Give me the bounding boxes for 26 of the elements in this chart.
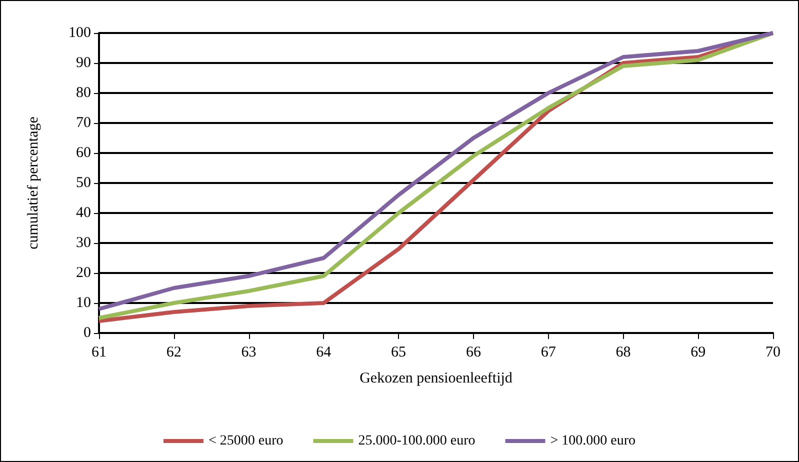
y-tick-label: 50	[76, 175, 91, 191]
x-tick-label: 64	[316, 344, 332, 360]
x-tick-label: 67	[540, 344, 556, 360]
legend-label: 25.000-100.000 euro	[358, 434, 476, 448]
y-tick-label: 100	[68, 25, 91, 41]
x-tick-label: 65	[391, 344, 406, 360]
y-tick-label: 20	[76, 265, 91, 281]
x-tick-label: 61	[92, 344, 106, 360]
x-tick-label: 69	[690, 344, 706, 360]
legend-label: < 25000 euro	[208, 434, 284, 448]
y-tick-label: 60	[76, 145, 91, 161]
y-tick-label: 40	[76, 205, 91, 221]
legend-label: > 100.000 euro	[550, 434, 636, 448]
x-axis-title: Gekozen pensioenleeftijd	[360, 370, 513, 386]
x-tick-label: 68	[616, 344, 631, 360]
y-tick-label: 0	[84, 325, 91, 341]
x-tick-label: 66	[466, 344, 482, 360]
x-tick-label: 70	[766, 344, 780, 360]
y-axis-title: cumulatief percentage	[26, 116, 42, 250]
x-tick-label: 62	[166, 344, 182, 360]
y-tick-label: 10	[76, 295, 91, 311]
y-tick-label: 90	[76, 55, 91, 71]
y-tick-label: 30	[76, 235, 91, 251]
x-tick-label: 63	[241, 344, 256, 360]
y-tick-label: 80	[76, 85, 91, 101]
y-tick-label: 70	[76, 115, 91, 131]
